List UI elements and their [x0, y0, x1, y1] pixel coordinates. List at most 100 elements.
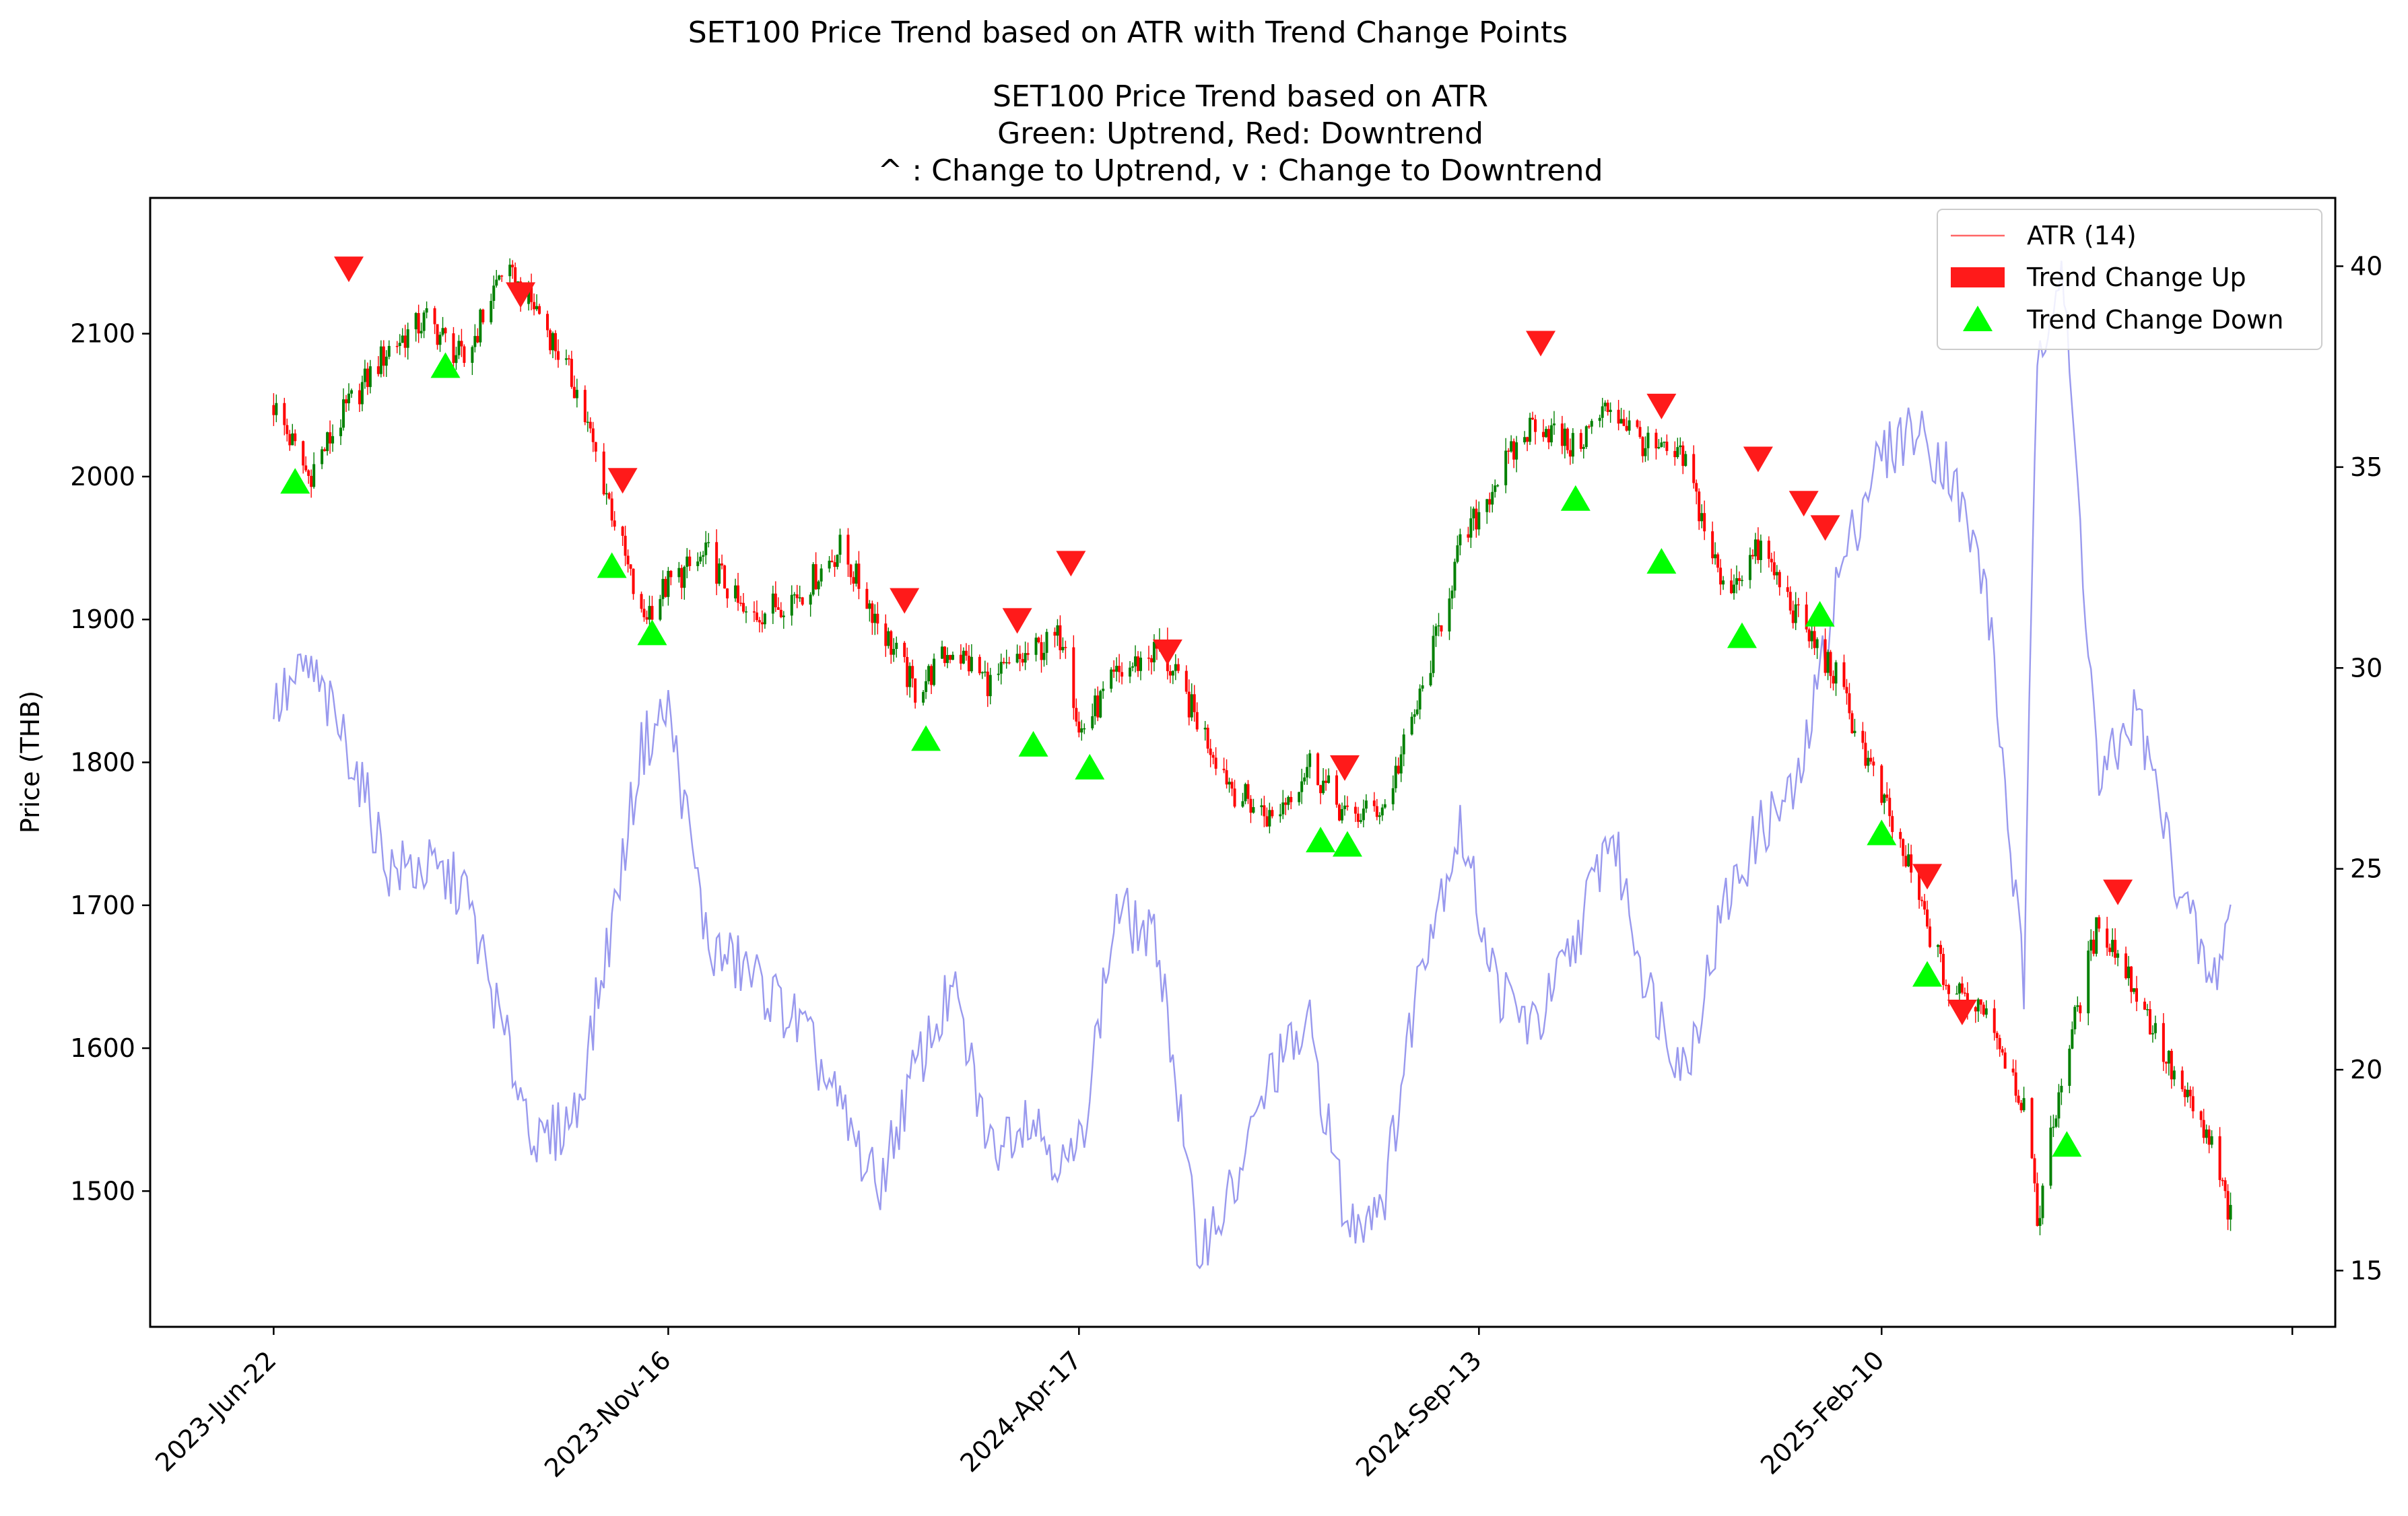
candle-body	[793, 594, 796, 596]
candle-body	[820, 568, 823, 582]
candle	[1679, 437, 1682, 455]
candle	[1168, 664, 1172, 683]
candle	[930, 664, 933, 694]
candle	[548, 328, 551, 355]
candle	[546, 310, 549, 338]
candle-body	[1298, 792, 1301, 802]
candle-body	[1209, 749, 1212, 755]
trend-down-marker	[1526, 331, 1556, 357]
candle	[2172, 1066, 2176, 1087]
candle	[2111, 928, 2114, 957]
candle	[1534, 415, 1537, 445]
candle-body	[1770, 559, 1773, 563]
candle	[876, 602, 879, 635]
candle-body	[685, 556, 689, 567]
candle-body	[1034, 638, 1038, 655]
candle	[2162, 1013, 2165, 1071]
trend-up-marker	[1727, 622, 1757, 648]
candle-body	[1861, 730, 1865, 743]
candle	[602, 443, 605, 496]
candle	[978, 654, 981, 676]
candle	[2011, 1059, 2015, 1076]
candle-body	[294, 433, 297, 442]
candle-body	[342, 399, 345, 428]
candle	[1665, 434, 1669, 456]
candle-body	[667, 571, 670, 597]
candle	[436, 324, 439, 350]
candle-body	[1397, 765, 1400, 773]
candle	[2226, 1184, 2230, 1231]
candle	[1209, 738, 1212, 767]
candle-body	[607, 493, 611, 499]
candle-body	[1056, 625, 1059, 636]
candle-body	[403, 335, 407, 348]
candle-body	[1842, 662, 1846, 687]
candle	[1306, 754, 1309, 785]
candle	[535, 294, 539, 312]
candle	[2017, 1089, 2020, 1105]
candle	[481, 308, 485, 324]
candle-body	[1037, 638, 1040, 643]
candle-body	[1504, 450, 1508, 485]
candle	[1040, 634, 1043, 673]
candle	[1850, 710, 1854, 734]
candle	[2106, 916, 2109, 956]
candle	[1512, 438, 1516, 469]
candle	[737, 573, 740, 611]
candle-body	[2036, 1183, 2039, 1227]
candle	[1504, 438, 1508, 493]
candle	[1601, 398, 1604, 428]
candle-body	[1684, 454, 1687, 467]
candle-body	[329, 432, 332, 444]
trend-up-marker	[911, 725, 941, 751]
candle	[1456, 535, 1459, 564]
candle-body	[384, 356, 388, 366]
candle	[927, 664, 931, 685]
candle	[1848, 683, 1851, 720]
candle	[1778, 570, 1781, 596]
candle-body	[1118, 666, 1121, 673]
candle-body	[567, 358, 570, 359]
candle-body	[1974, 1007, 1977, 1012]
candle-body	[1641, 437, 1644, 456]
candle	[1327, 768, 1331, 784]
candle	[989, 668, 992, 705]
candle-body	[508, 265, 512, 277]
candle	[1885, 782, 1889, 802]
candle-body	[347, 393, 350, 404]
candle-body	[1512, 441, 1516, 460]
trend-up-marker	[1306, 827, 1336, 853]
candle-body	[360, 382, 364, 405]
candle-body	[702, 555, 705, 557]
candle	[997, 663, 1000, 681]
candle-body	[398, 343, 401, 346]
candle-body	[283, 403, 286, 425]
candle-body	[704, 542, 708, 555]
candle	[2218, 1127, 2221, 1187]
candle	[321, 446, 324, 469]
candle-body	[1228, 782, 1231, 785]
candle	[1654, 429, 1658, 460]
trend-up-marker	[280, 468, 310, 494]
candle-body	[1271, 810, 1274, 817]
trend-down-marker	[506, 282, 536, 308]
candle-body	[1711, 531, 1714, 559]
candle	[342, 388, 345, 431]
candle-body	[1571, 433, 1574, 457]
candle	[556, 339, 560, 368]
candle	[1902, 838, 1905, 867]
trend-up-marker	[1912, 961, 1943, 987]
trend-up-marker	[430, 352, 461, 378]
candle	[1926, 900, 1929, 929]
candle	[2057, 1084, 2061, 1128]
candle-body	[1850, 713, 1854, 734]
candle	[1598, 414, 1601, 427]
candle-body	[718, 563, 721, 584]
candle	[1888, 788, 1892, 827]
candle-body	[1327, 775, 1331, 784]
candle	[1891, 810, 1894, 842]
candle-body	[312, 464, 316, 487]
candle	[1007, 656, 1011, 665]
candle-body	[1719, 567, 1723, 585]
candle	[1263, 796, 1266, 827]
